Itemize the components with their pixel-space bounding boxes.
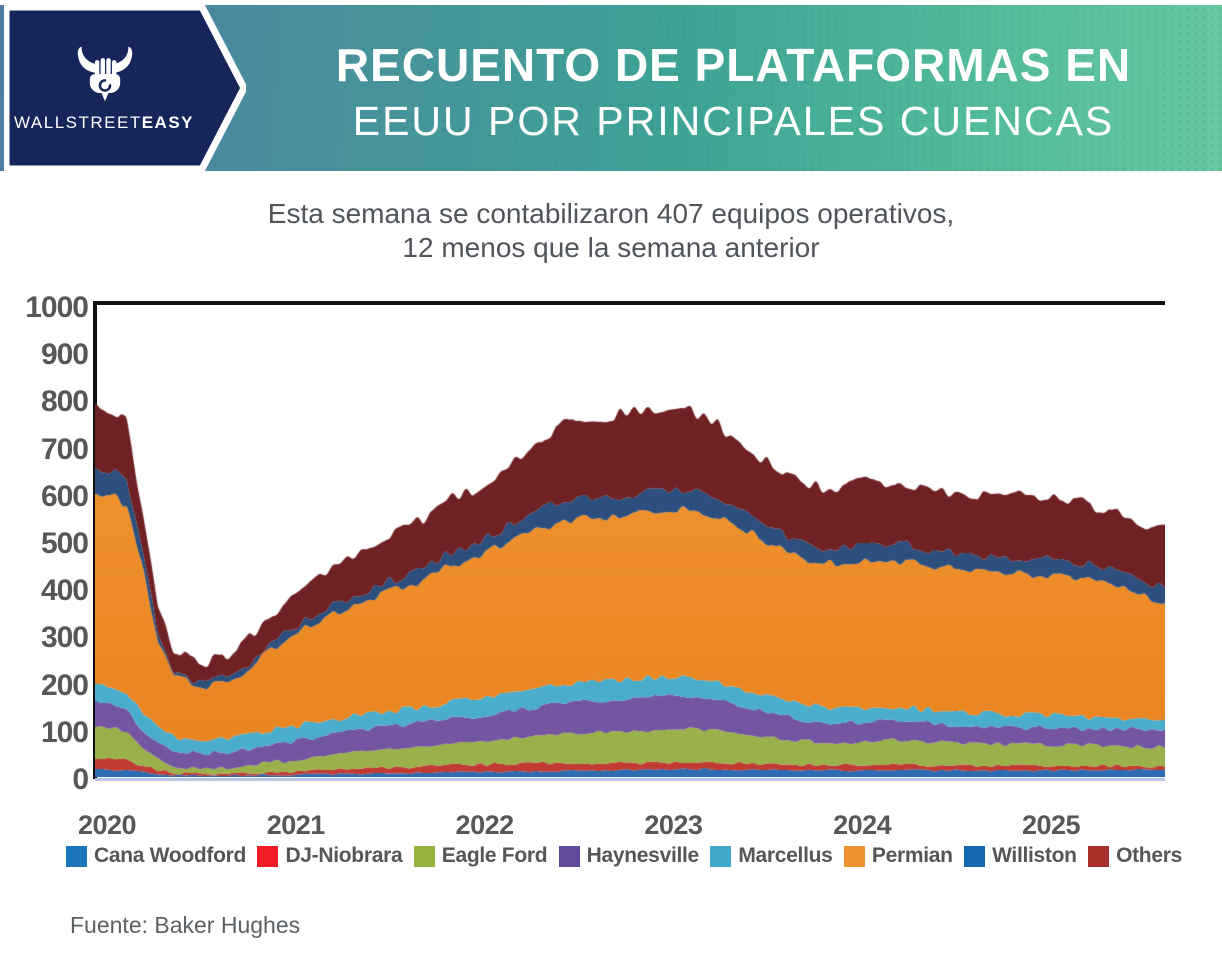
- x-tick-label: 2020: [77, 810, 137, 840]
- y-tick-label: 0: [72, 763, 89, 796]
- legend-swatch: [964, 845, 986, 867]
- y-tick-label: 800: [40, 385, 89, 419]
- legend-swatch: [257, 845, 279, 867]
- legend-item: Eagle Ford: [413, 844, 548, 868]
- brand-name: WALLSTREETEASY: [4, 113, 204, 133]
- page-title-line2: EEUU POR PRINCIPALES CUENCAS: [352, 97, 1115, 144]
- bull-logo-icon: [77, 46, 133, 102]
- y-tick-label: 900: [40, 338, 89, 372]
- y-tick-label: 700: [40, 432, 89, 466]
- y-tick-label: 100: [40, 715, 89, 749]
- page-title-line1: RECUENTO DE PLATAFORMAS EN: [335, 39, 1132, 92]
- y-tick-label: 500: [40, 527, 89, 560]
- legend-label: Marcellus: [738, 844, 833, 867]
- brand-name-regular: WALLSTREET: [13, 113, 142, 132]
- legend-item: Permian: [843, 844, 953, 868]
- title-block: RECUENTO DE PLATAFORMAS EN EEUU POR PRIN…: [255, 10, 1212, 176]
- legend-swatch: [413, 845, 435, 867]
- stacked-area-chart: [95, 305, 1165, 777]
- legend-item: Others: [1088, 844, 1182, 868]
- y-tick-label: 200: [40, 668, 89, 702]
- legend-item: Cana Woodford: [66, 844, 246, 868]
- x-tick-label: 2022: [455, 810, 515, 840]
- brand-logo: WALLSTREETEASY: [4, 5, 204, 171]
- legend-swatch: [558, 845, 580, 867]
- legend-item: Marcellus: [710, 844, 833, 868]
- x-axis-baseline: [95, 778, 1165, 781]
- legend-item: Williston: [964, 844, 1077, 868]
- legend-label: Haynesville: [586, 844, 700, 867]
- x-tick-label: 2021: [266, 810, 326, 840]
- y-tick-label: 600: [40, 479, 89, 513]
- y-tick-label: 400: [40, 574, 89, 608]
- legend-swatch: [1088, 845, 1110, 867]
- legend-item: DJ-Niobrara: [257, 844, 403, 868]
- y-tick-label: 300: [40, 621, 89, 655]
- legend-label: Others: [1116, 844, 1182, 867]
- legend-swatch: [66, 845, 87, 867]
- header-banner: WALLSTREETEASY RECUENTO DE PLATAFORMAS E…: [0, 5, 1222, 171]
- legend-item: Haynesville: [558, 844, 700, 868]
- legend-label: Permian: [871, 844, 953, 867]
- legend-label: Eagle Ford: [441, 844, 548, 867]
- legend-label: DJ-Niobrara: [285, 844, 403, 867]
- legend-swatch: [843, 845, 865, 867]
- x-tick-label: 2025: [1021, 810, 1081, 840]
- legend-label: Cana Woodford: [94, 844, 247, 867]
- legend-label: Williston: [992, 844, 1077, 867]
- x-tick-label: 2024: [833, 810, 892, 840]
- brand-name-bold: EASY: [141, 113, 195, 132]
- logo-pentagon-shape: [4, 5, 246, 171]
- legend-swatch: [710, 845, 732, 867]
- y-tick-label: 1000: [25, 291, 89, 324]
- x-tick-label: 2023: [644, 810, 703, 840]
- chart-subtitle: Esta semana se contabilizaron 407 equipo…: [267, 198, 955, 263]
- source-note: Fuente: Baker Hughes: [70, 912, 301, 938]
- chart-legend: Cana Woodford DJ-Niobrara Eagle Ford Haynes…: [66, 844, 1182, 868]
